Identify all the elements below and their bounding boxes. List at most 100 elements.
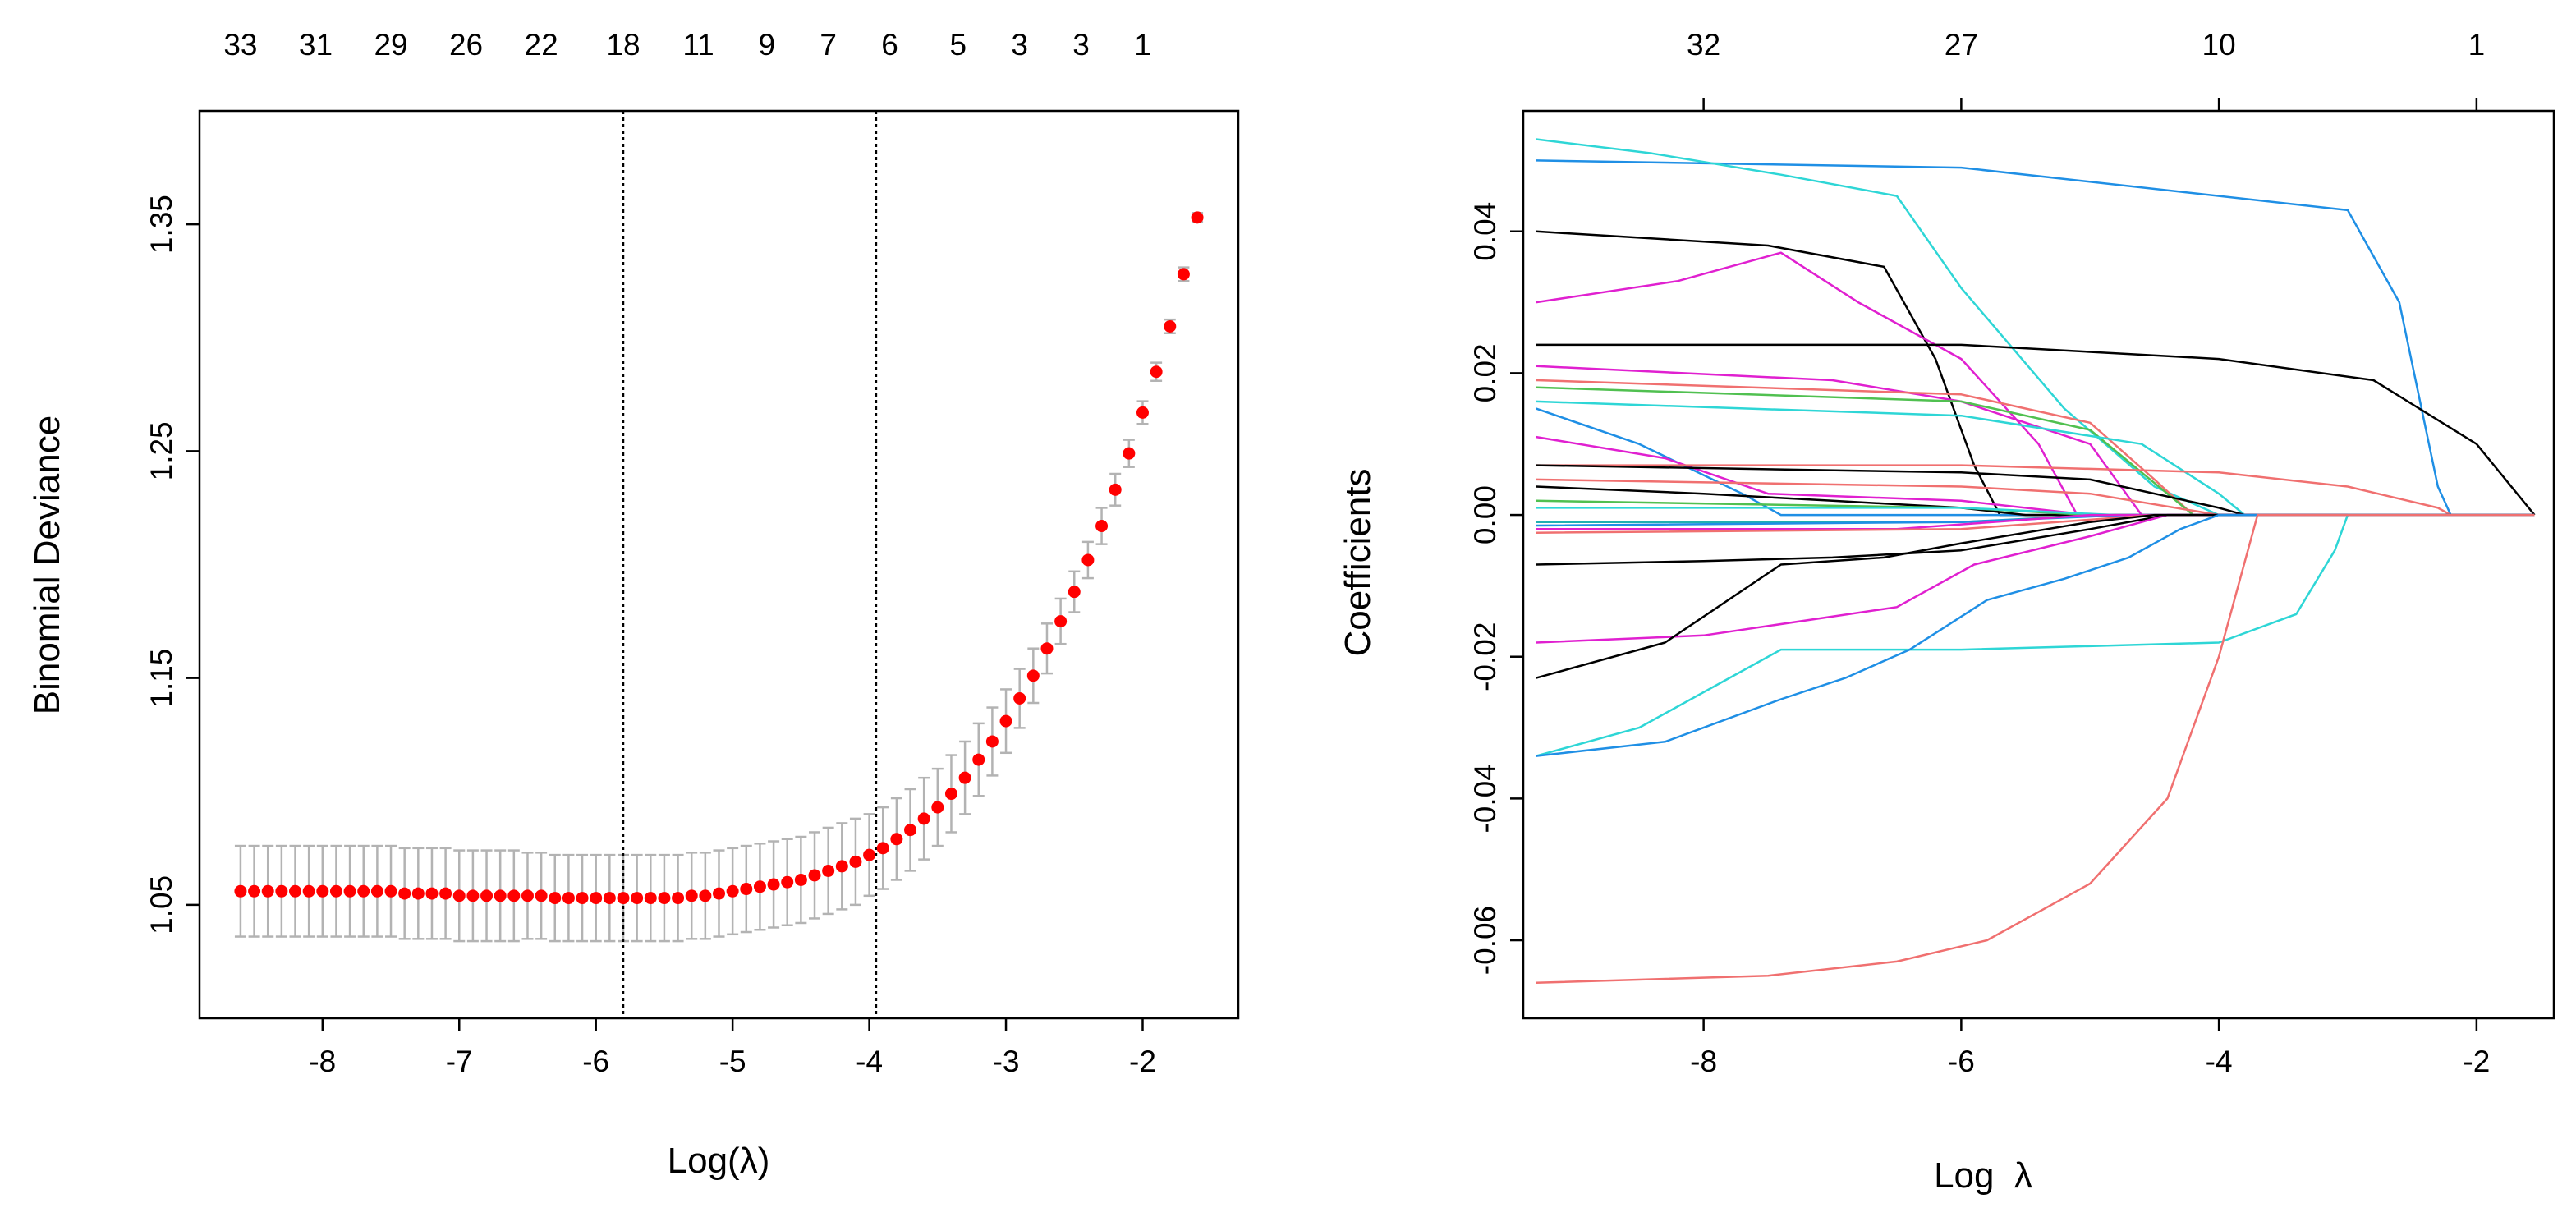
left-plot-frame bbox=[198, 109, 1240, 1020]
deviance-point bbox=[343, 884, 356, 898]
top-count-label: 31 bbox=[299, 28, 333, 62]
y-tick-label: 1.25 bbox=[145, 421, 178, 480]
top-count-label: 26 bbox=[449, 28, 483, 62]
deviance-point bbox=[931, 801, 944, 814]
deviance-point bbox=[466, 889, 480, 902]
coef-line-magenta-a bbox=[1536, 251, 2535, 517]
deviance-point bbox=[863, 848, 876, 861]
deviance-point bbox=[876, 842, 889, 855]
deviance-point bbox=[849, 855, 862, 868]
deviance-point bbox=[398, 887, 411, 900]
deviance-point bbox=[617, 892, 630, 905]
deviance-point bbox=[1026, 669, 1040, 682]
deviance-point bbox=[1013, 691, 1026, 705]
top-count-label: 18 bbox=[606, 28, 640, 62]
deviance-point bbox=[494, 889, 507, 902]
deviance-point bbox=[890, 833, 903, 846]
deviance-point bbox=[1123, 447, 1136, 460]
x-tick-label: -6 bbox=[582, 1045, 609, 1078]
deviance-point bbox=[549, 892, 562, 905]
x-tick-label: -3 bbox=[993, 1045, 1020, 1078]
top-count-label: 6 bbox=[881, 28, 898, 62]
deviance-point bbox=[535, 889, 548, 902]
coef-line-salmon-e bbox=[1536, 513, 2535, 985]
left-top-axis: 33 31 29 26 22 18 11 9 7 6 5 3 3 1 bbox=[223, 28, 1150, 62]
y-tick-label: 0.00 bbox=[1468, 485, 1502, 544]
deviance-point bbox=[972, 753, 985, 766]
deviance-point bbox=[316, 884, 329, 898]
top-count-label: 27 bbox=[1945, 28, 1978, 62]
y-tick-label: -0.02 bbox=[1468, 622, 1502, 691]
deviance-point bbox=[521, 889, 534, 902]
left-y-axis: 1.05 1.15 1.25 1.35 bbox=[145, 195, 200, 935]
x-tick-label: -8 bbox=[309, 1045, 336, 1078]
top-count-label: 1 bbox=[1134, 28, 1151, 62]
deviance-point bbox=[835, 860, 848, 873]
top-count-label: 32 bbox=[1687, 28, 1720, 62]
y-tick-label: -0.04 bbox=[1468, 764, 1502, 833]
y-tick-label: 0.04 bbox=[1468, 202, 1502, 261]
top-count-label: 9 bbox=[758, 28, 775, 62]
top-count-label: 33 bbox=[223, 28, 257, 62]
deviance-point bbox=[1109, 483, 1122, 496]
deviance-point bbox=[603, 892, 616, 905]
deviance-point bbox=[590, 892, 603, 905]
deviance-point bbox=[1095, 520, 1109, 533]
x-tick-label: -6 bbox=[1948, 1045, 1975, 1078]
top-count-label: 1 bbox=[2468, 28, 2486, 62]
top-count-label: 11 bbox=[682, 28, 714, 62]
deviance-point bbox=[672, 892, 685, 905]
right-y-axis-label: Coefficients bbox=[1338, 468, 1378, 656]
deviance-point bbox=[1150, 365, 1163, 379]
deviance-point bbox=[1136, 406, 1149, 419]
deviance-point bbox=[1164, 319, 1177, 333]
top-count-label: 22 bbox=[525, 28, 558, 62]
deviance-point bbox=[904, 824, 917, 837]
coef-line-black-f bbox=[1536, 513, 2535, 679]
deviance-point bbox=[1040, 642, 1054, 655]
y-tick-label: 1.35 bbox=[145, 195, 178, 254]
deviance-point bbox=[822, 864, 835, 877]
coef-line-magenta-e bbox=[1536, 513, 2535, 644]
top-count-label: 3 bbox=[1072, 28, 1090, 62]
deviance-point bbox=[753, 880, 766, 893]
y-tick-label: 1.15 bbox=[145, 649, 178, 708]
left-reference-lines bbox=[622, 111, 878, 1018]
deviance-point bbox=[302, 884, 315, 898]
deviance-point bbox=[1068, 586, 1081, 599]
deviance-point bbox=[726, 884, 739, 898]
deviance-point bbox=[767, 878, 780, 891]
deviance-point bbox=[944, 788, 957, 801]
coef-line-blue-b bbox=[1536, 407, 2535, 517]
right-top-axis: 32 27 10 1 bbox=[1687, 28, 2485, 111]
left-points bbox=[234, 211, 1204, 905]
left-x-axis-label: Log(λ) bbox=[668, 1141, 770, 1181]
coef-line-blue-top bbox=[1536, 159, 2535, 517]
deviance-point bbox=[234, 884, 247, 898]
left-y-axis-label: Binomial Deviance bbox=[27, 416, 67, 714]
deviance-point bbox=[275, 884, 288, 898]
deviance-point bbox=[631, 892, 644, 905]
deviance-point bbox=[480, 889, 494, 902]
deviance-point bbox=[289, 884, 302, 898]
x-tick-label: -4 bbox=[2206, 1045, 2233, 1078]
x-tick-label: -5 bbox=[719, 1045, 746, 1078]
y-tick-label: 1.05 bbox=[145, 875, 178, 935]
deviance-point bbox=[781, 875, 794, 889]
x-tick-label: -2 bbox=[2463, 1045, 2490, 1078]
deviance-point bbox=[1191, 211, 1204, 224]
coefficient-path-panel: -8 -6 -4 -2 -0.06 -0.04 -0.02 0.00 0.02 0.04 32 2… bbox=[1338, 28, 2555, 1196]
top-count-label: 5 bbox=[949, 28, 967, 62]
coef-line-cyan-d bbox=[1536, 513, 2535, 757]
deviance-point bbox=[644, 892, 657, 905]
deviance-point bbox=[261, 884, 274, 898]
deviance-point bbox=[1081, 553, 1095, 567]
deviance-point bbox=[985, 735, 999, 748]
x-tick-label: -7 bbox=[446, 1045, 473, 1078]
deviance-point bbox=[713, 887, 725, 900]
top-count-label: 10 bbox=[2202, 28, 2236, 62]
deviance-point bbox=[740, 883, 753, 896]
y-tick-label: -0.06 bbox=[1468, 906, 1502, 975]
deviance-point bbox=[1177, 268, 1190, 281]
